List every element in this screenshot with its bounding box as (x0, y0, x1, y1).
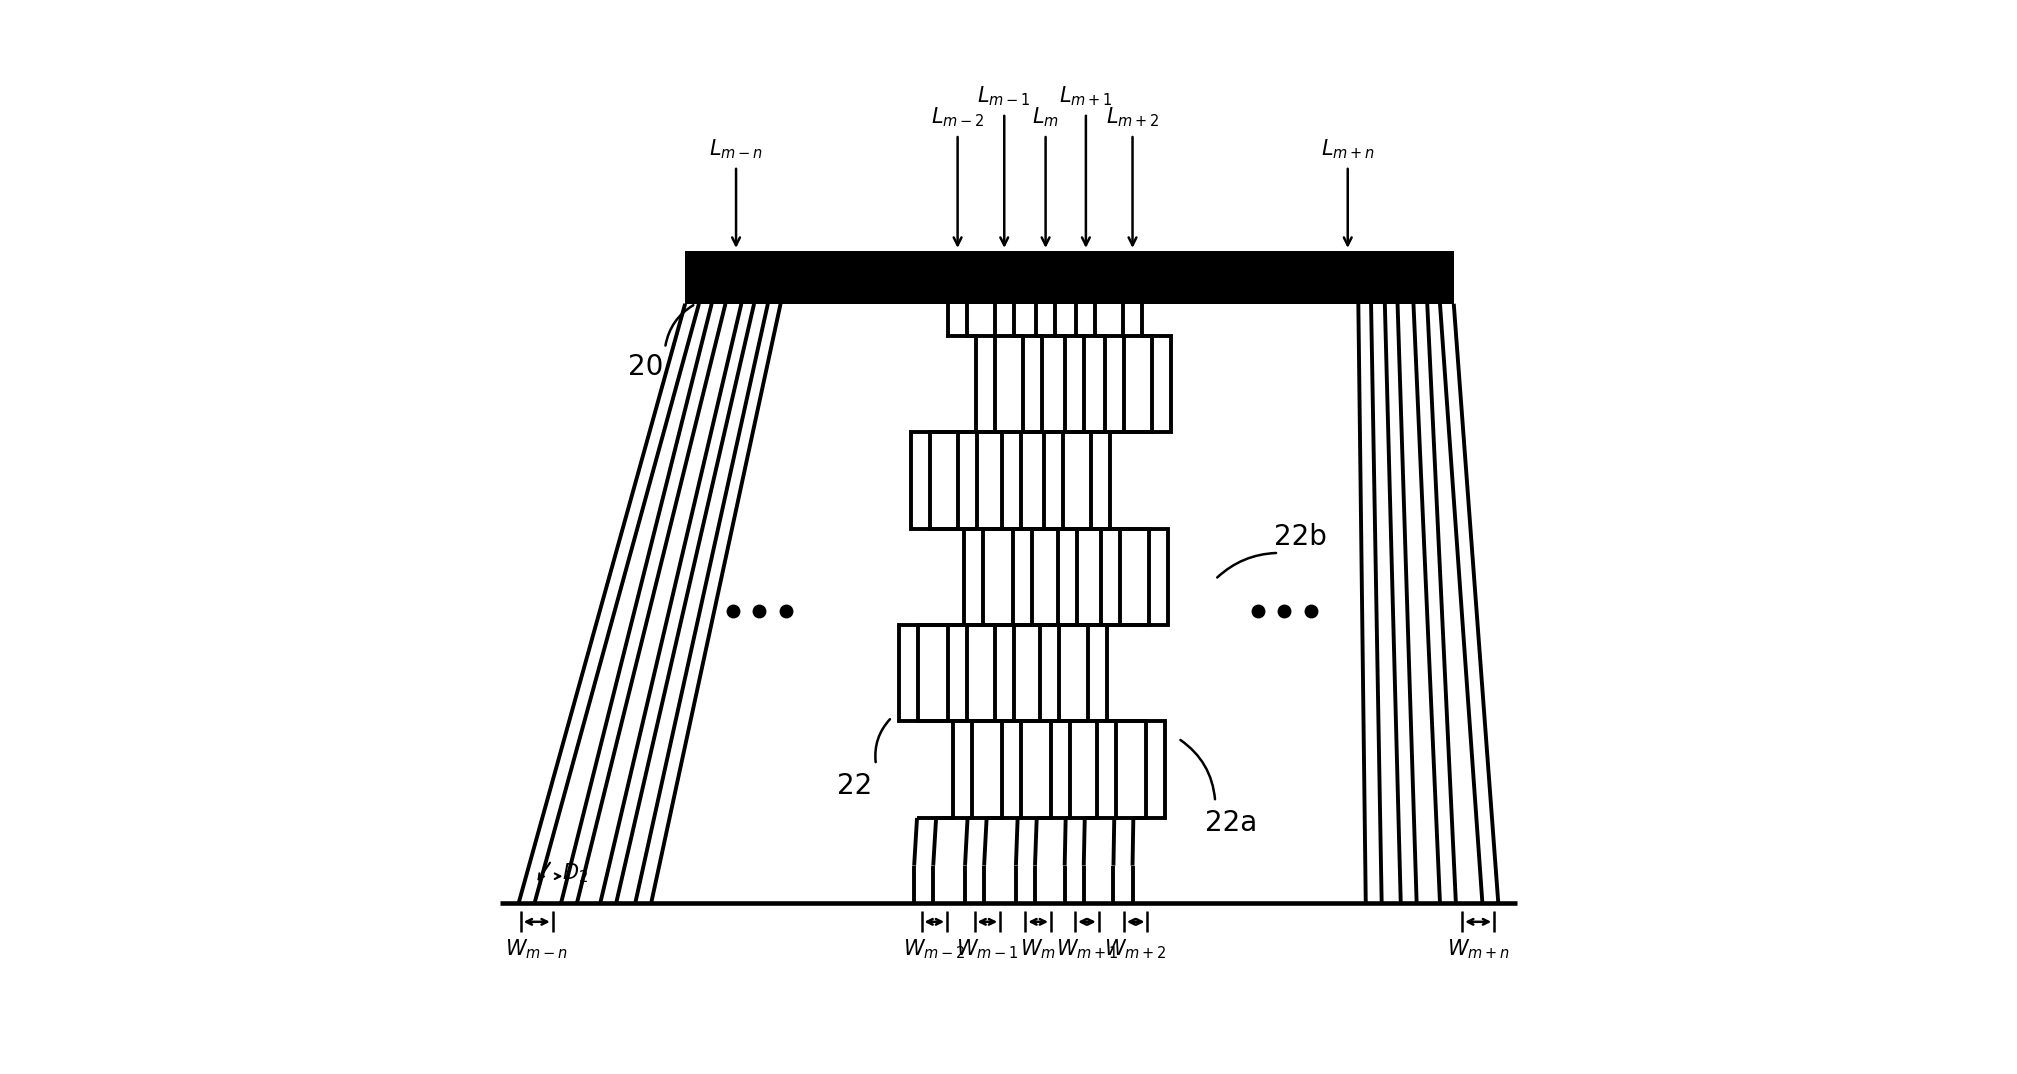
Bar (686, 250, 1454, 304)
Text: 22b: 22b (1273, 523, 1327, 551)
Text: 20: 20 (627, 353, 664, 381)
Text: $W_{m-2}$: $W_{m-2}$ (904, 938, 966, 961)
Text: $L_{m+2}$: $L_{m+2}$ (1105, 105, 1160, 129)
Text: $W_{m+2}$: $W_{m+2}$ (1105, 938, 1168, 961)
Text: $L_{m+1}$: $L_{m+1}$ (1059, 84, 1113, 107)
Text: $W_{m-n}$: $W_{m-n}$ (504, 938, 569, 961)
FancyArrowPatch shape (875, 720, 889, 763)
Text: $L_{m-1}$: $L_{m-1}$ (978, 84, 1031, 107)
Text: $W_m$: $W_m$ (1021, 938, 1057, 961)
Text: $L_{m+n}$: $L_{m+n}$ (1321, 137, 1376, 161)
Text: $D_2$: $D_2$ (563, 861, 589, 885)
Text: $L_{m-2}$: $L_{m-2}$ (930, 105, 984, 129)
FancyArrowPatch shape (1216, 553, 1277, 578)
Text: $L_m$: $L_m$ (1033, 105, 1059, 129)
Text: $W_{m-1}$: $W_{m-1}$ (956, 938, 1019, 961)
Text: 22a: 22a (1204, 809, 1257, 838)
Text: $L_{m-n}$: $L_{m-n}$ (710, 137, 762, 161)
Text: 22: 22 (837, 772, 873, 800)
FancyArrowPatch shape (1180, 740, 1214, 799)
Text: $W_{m+1}$: $W_{m+1}$ (1055, 938, 1117, 961)
Text: $W_{m+n}$: $W_{m+n}$ (1446, 938, 1509, 961)
FancyArrowPatch shape (666, 305, 694, 346)
